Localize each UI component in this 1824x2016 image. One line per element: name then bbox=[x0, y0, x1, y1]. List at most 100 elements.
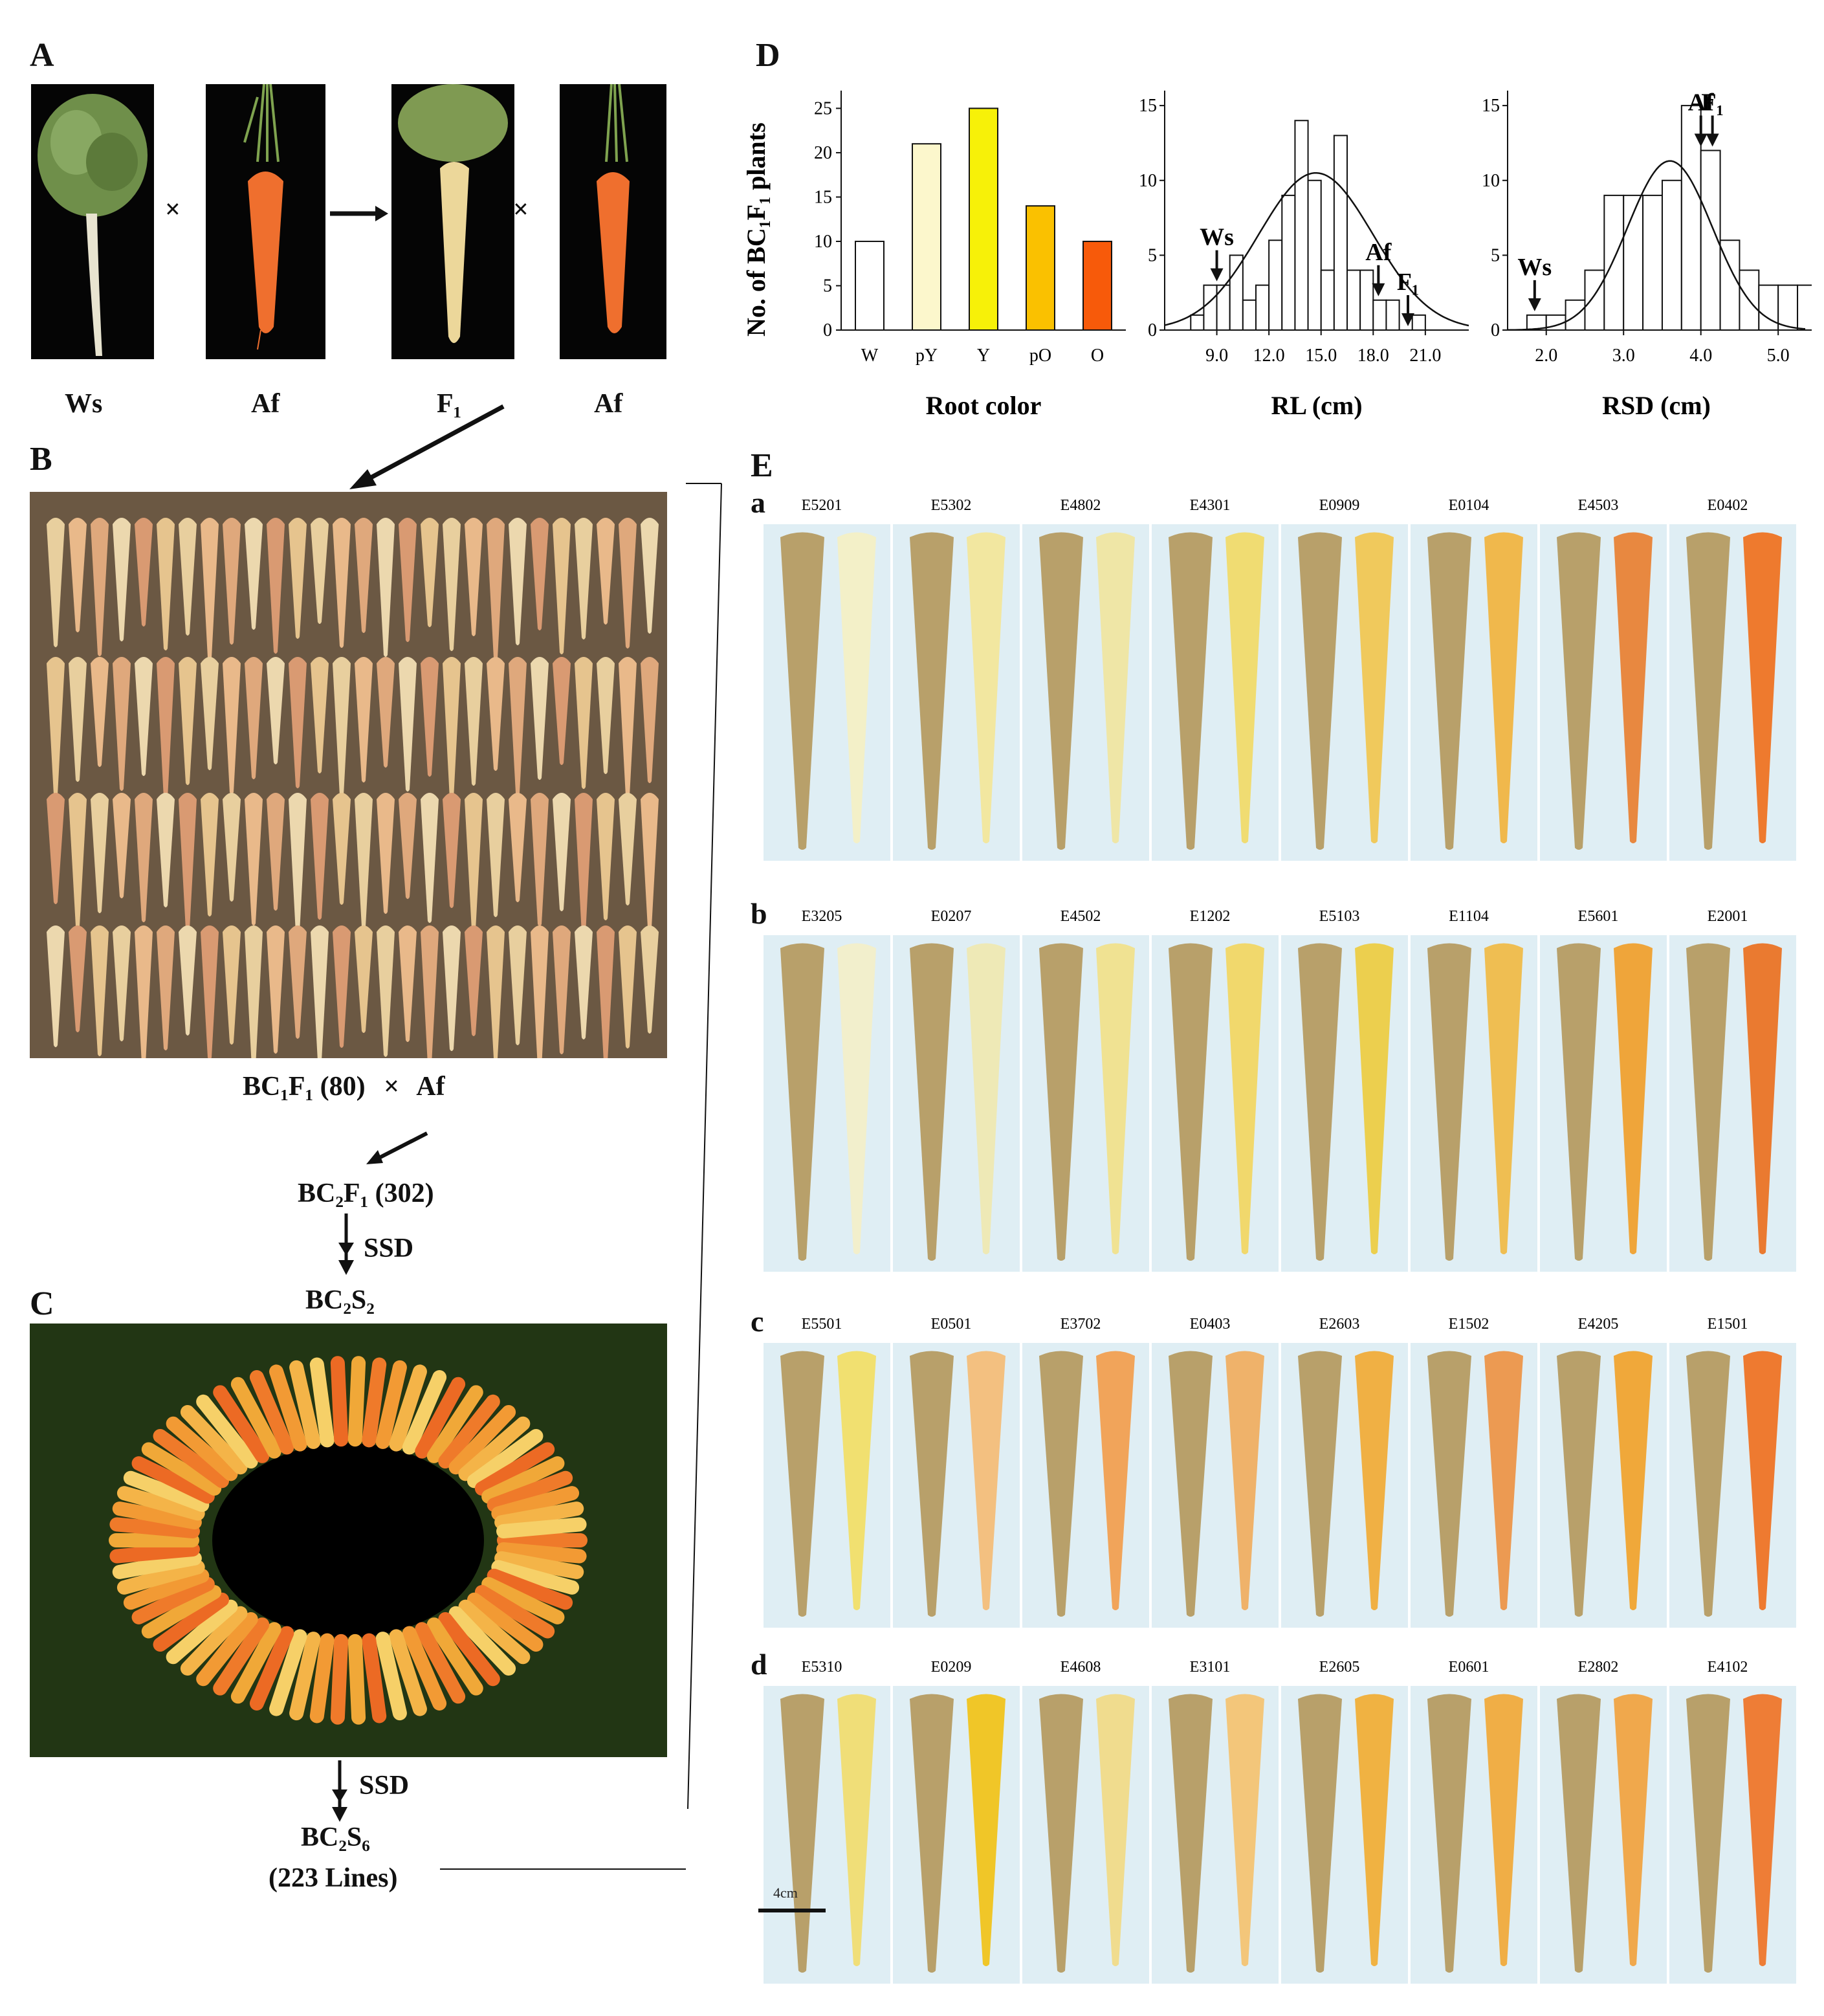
bc1f1-carrot bbox=[355, 657, 373, 782]
rsd-annotation-arrowhead bbox=[1528, 298, 1541, 311]
line-id-label: E0402 bbox=[1708, 497, 1748, 514]
cut-root bbox=[1743, 1694, 1782, 1966]
ws-plant-illustration bbox=[38, 94, 148, 356]
bc1f1-label: BC₁F₁ (80) bbox=[243, 1072, 366, 1102]
line-id-label: E4102 bbox=[1708, 1659, 1748, 1676]
rl-bin bbox=[1333, 135, 1348, 331]
bc2s2-carrot bbox=[496, 1517, 587, 1539]
whole-root bbox=[1298, 1351, 1342, 1617]
line-id-label: E4205 bbox=[1578, 1316, 1619, 1333]
rl-bin bbox=[1385, 299, 1400, 331]
rsd-annotation-arrowhead bbox=[1706, 133, 1719, 147]
panel-e-row-letter: c bbox=[751, 1305, 764, 1338]
bc1f1-carrot bbox=[311, 793, 329, 920]
rsd-bin bbox=[1642, 194, 1663, 331]
line-id-label: E2802 bbox=[1578, 1659, 1619, 1676]
whole-root bbox=[1169, 1694, 1213, 1973]
bc1f1-carrot bbox=[311, 657, 329, 773]
bc2s2-carrot bbox=[153, 1592, 230, 1652]
bc2s2-carrot bbox=[112, 1501, 202, 1530]
bc1f1-carrot bbox=[157, 518, 175, 650]
bc1f1-carrot bbox=[619, 518, 637, 648]
bc1f1-carrot bbox=[157, 793, 175, 907]
rsd-bin bbox=[1603, 194, 1625, 331]
whole-root bbox=[1427, 532, 1471, 850]
cut-root bbox=[1614, 943, 1653, 1254]
whole-root bbox=[1039, 532, 1083, 850]
line-id-label: E0104 bbox=[1449, 497, 1489, 514]
rl-bin bbox=[1190, 314, 1205, 331]
cut-root bbox=[1484, 532, 1523, 843]
bc1f1-carrot bbox=[289, 793, 307, 935]
whole-root bbox=[1427, 1351, 1471, 1617]
bc1f1-carrot bbox=[69, 518, 87, 632]
bc1f1-carrot bbox=[355, 518, 373, 633]
rl-bin bbox=[1255, 284, 1270, 331]
bc2s2-carrot bbox=[180, 1404, 248, 1475]
rl-bin bbox=[1268, 239, 1283, 331]
symbol-cross-3: × bbox=[384, 1072, 400, 1102]
bc2s2-carrot bbox=[109, 1542, 200, 1564]
rsd-annotation-arrowhead bbox=[1694, 133, 1708, 147]
bar-O bbox=[1082, 240, 1112, 331]
rsd-xtick-label: 3.0 bbox=[1612, 346, 1635, 366]
rl-bin bbox=[1320, 269, 1335, 331]
bc2s2-carrot bbox=[487, 1470, 573, 1512]
cut-root bbox=[1743, 532, 1782, 843]
whole-root bbox=[1686, 1694, 1730, 1973]
bc1f1-carrot bbox=[575, 518, 593, 639]
bc1f1-carrot bbox=[201, 518, 219, 659]
arrow-to-f1 bbox=[330, 206, 388, 221]
bc2s2-carrot bbox=[123, 1568, 210, 1610]
bc2s2-carrot bbox=[289, 1632, 321, 1721]
bc2s2-carrot bbox=[362, 1357, 387, 1448]
bc1f1-carrot bbox=[223, 925, 241, 1045]
rl-xtick-label: 9.0 bbox=[1205, 346, 1228, 366]
cut-root bbox=[1225, 532, 1264, 843]
whole-root bbox=[1169, 943, 1213, 1261]
bc2s2-carrot bbox=[116, 1560, 205, 1595]
bc2s2-carrot bbox=[213, 1617, 270, 1696]
bc2s2-carrot bbox=[153, 1428, 230, 1489]
rl-bin bbox=[1229, 254, 1244, 331]
bc1f1-carrot bbox=[641, 793, 659, 929]
bc1f1-carrot bbox=[157, 925, 175, 1050]
bc1f1-carrot bbox=[553, 793, 571, 911]
rsd-xtick-label: 5.0 bbox=[1767, 346, 1790, 366]
rsd-bin bbox=[1680, 105, 1702, 331]
bc2s2-carrot bbox=[196, 1612, 258, 1687]
bc1f1-carrot bbox=[69, 793, 87, 928]
cut-root bbox=[837, 532, 876, 843]
photo-bc2s2-carrots bbox=[30, 1324, 667, 1757]
bc2s2-carrot bbox=[112, 1551, 202, 1579]
line-id-label: E2603 bbox=[1319, 1316, 1360, 1333]
bc1f1-carrot bbox=[399, 518, 417, 642]
rsd-ytick-label: 15 bbox=[1482, 96, 1500, 116]
rl-xlabel: RL (cm) bbox=[1271, 391, 1362, 420]
rl-annotation-arrowhead bbox=[1210, 268, 1224, 282]
bc1f1-carrot bbox=[289, 925, 307, 1039]
bc2s2-carrot bbox=[230, 1622, 281, 1704]
line-id-label: E5601 bbox=[1578, 908, 1619, 925]
whole-root bbox=[1686, 1351, 1730, 1617]
bc1f1-carrot bbox=[113, 657, 131, 791]
bc1f1-carrot bbox=[289, 657, 307, 788]
whole-root bbox=[1169, 1351, 1213, 1617]
bc1f1-carrot bbox=[47, 925, 65, 1047]
rl-annotation-arrowhead bbox=[1401, 313, 1414, 326]
line-id-label: E1502 bbox=[1449, 1316, 1489, 1333]
rl-bin bbox=[1203, 284, 1218, 331]
bc1f1-carrot bbox=[91, 657, 109, 767]
bc2s2-carrot bbox=[415, 1622, 466, 1704]
bc1f1-carrot bbox=[91, 793, 109, 913]
bar-category-label: W bbox=[861, 346, 879, 366]
bc2s2-carrot bbox=[438, 1612, 500, 1687]
line-id-label: E0209 bbox=[931, 1659, 972, 1676]
bc1f1-carrot bbox=[641, 925, 659, 1034]
bar-category-label: pY bbox=[916, 346, 938, 366]
af-parent-label: Af bbox=[416, 1072, 445, 1102]
rl-bin bbox=[1307, 179, 1322, 331]
bc2s2-carrot bbox=[330, 1634, 349, 1725]
line-id-label: E0403 bbox=[1190, 1316, 1231, 1333]
line-id-label: E5201 bbox=[802, 497, 842, 514]
